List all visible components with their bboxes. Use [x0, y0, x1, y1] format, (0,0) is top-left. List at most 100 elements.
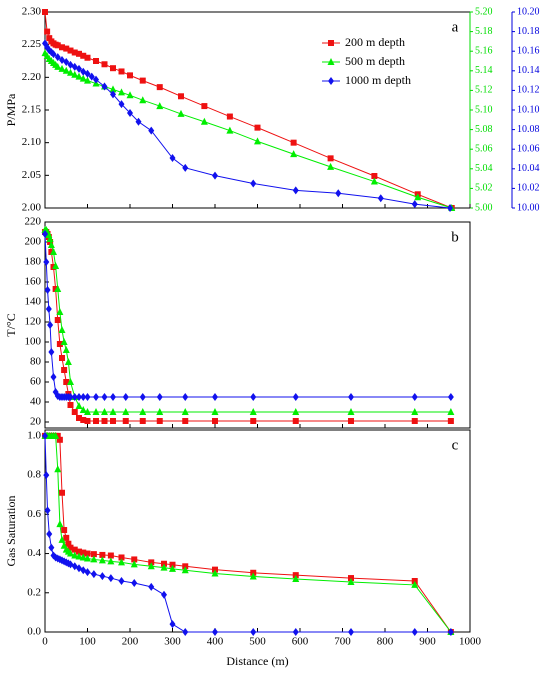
marker: [67, 549, 74, 557]
marker: [249, 408, 257, 415]
marker: [411, 393, 418, 401]
x-tick-label: 300: [164, 636, 181, 648]
marker: [254, 137, 261, 145]
marker: [101, 61, 108, 68]
y3-tick-label: 10.06: [517, 143, 540, 154]
marker: [47, 241, 55, 248]
y3-tick-label: 10.12: [517, 85, 540, 96]
marker: [122, 408, 130, 415]
marker: [139, 408, 147, 415]
marker: [126, 91, 134, 99]
y-axis-label: P/MPa: [4, 93, 18, 126]
marker: [292, 408, 300, 415]
marker: [201, 103, 208, 110]
marker: [58, 535, 66, 543]
marker: [93, 75, 99, 84]
marker: [79, 553, 87, 561]
marker: [139, 418, 146, 424]
marker: [92, 408, 100, 415]
y-tick-label: 200: [25, 236, 42, 248]
marker: [148, 582, 155, 591]
marker: [107, 552, 114, 559]
marker: [212, 628, 218, 636]
marker: [60, 338, 68, 345]
marker: [101, 408, 108, 415]
marker: [110, 418, 116, 424]
marker: [118, 554, 125, 561]
marker: [44, 28, 51, 35]
marker: [101, 82, 108, 91]
marker: [93, 58, 99, 64]
marker: [250, 418, 257, 424]
marker: [84, 393, 91, 401]
marker: [42, 431, 48, 440]
y-tick-label: 0.4: [27, 547, 41, 559]
marker: [71, 393, 78, 401]
marker: [43, 471, 50, 480]
marker: [249, 572, 257, 580]
marker: [328, 40, 334, 46]
series-line: [45, 435, 452, 633]
marker: [84, 69, 91, 78]
marker: [44, 506, 51, 515]
marker: [156, 418, 163, 424]
y2-tick-label: 5.12: [475, 85, 493, 96]
marker: [250, 393, 257, 401]
marker: [71, 70, 79, 78]
panel-label: c: [452, 437, 459, 453]
marker: [250, 179, 257, 188]
y2-tick-label: 5.18: [475, 26, 493, 37]
y3-tick-label: 10.16: [517, 45, 540, 56]
marker: [411, 200, 418, 209]
marker: [181, 566, 189, 574]
marker: [99, 572, 106, 581]
marker: [348, 628, 354, 636]
marker: [327, 58, 335, 65]
y-tick-label: 2.00: [22, 202, 42, 214]
marker: [127, 72, 133, 79]
marker: [45, 305, 52, 313]
marker: [250, 628, 257, 636]
marker: [101, 418, 108, 424]
marker: [48, 348, 55, 356]
marker: [67, 402, 74, 408]
marker: [80, 393, 87, 401]
marker: [147, 562, 155, 570]
marker: [56, 308, 64, 315]
marker: [169, 564, 176, 572]
marker: [131, 556, 138, 563]
marker: [42, 9, 48, 15]
marker: [347, 408, 355, 415]
y-tick-label: 2.05: [22, 169, 42, 181]
y-tick-label: 2.30: [22, 6, 42, 18]
marker: [348, 418, 354, 424]
marker: [447, 204, 454, 212]
marker: [178, 93, 184, 100]
marker: [75, 402, 83, 409]
marker: [84, 408, 91, 415]
marker: [411, 418, 418, 424]
marker: [414, 193, 422, 201]
marker: [43, 258, 50, 266]
marker: [335, 189, 342, 198]
marker: [63, 57, 70, 66]
marker: [290, 150, 298, 158]
y-axis-label: T/°C: [4, 313, 18, 336]
marker: [156, 102, 164, 110]
marker: [93, 393, 99, 401]
marker: [46, 529, 53, 538]
marker: [54, 317, 61, 323]
marker: [139, 77, 146, 84]
marker: [62, 66, 70, 74]
legend-label: 200 m depth: [345, 35, 405, 49]
marker: [58, 326, 66, 333]
marker: [67, 393, 74, 401]
marker: [161, 590, 167, 599]
marker: [118, 88, 125, 96]
marker: [169, 154, 176, 163]
marker: [42, 230, 48, 238]
y-axis-label: Gas Saturation: [4, 496, 18, 567]
marker: [327, 155, 334, 162]
marker: [101, 393, 108, 401]
marker: [50, 373, 57, 381]
